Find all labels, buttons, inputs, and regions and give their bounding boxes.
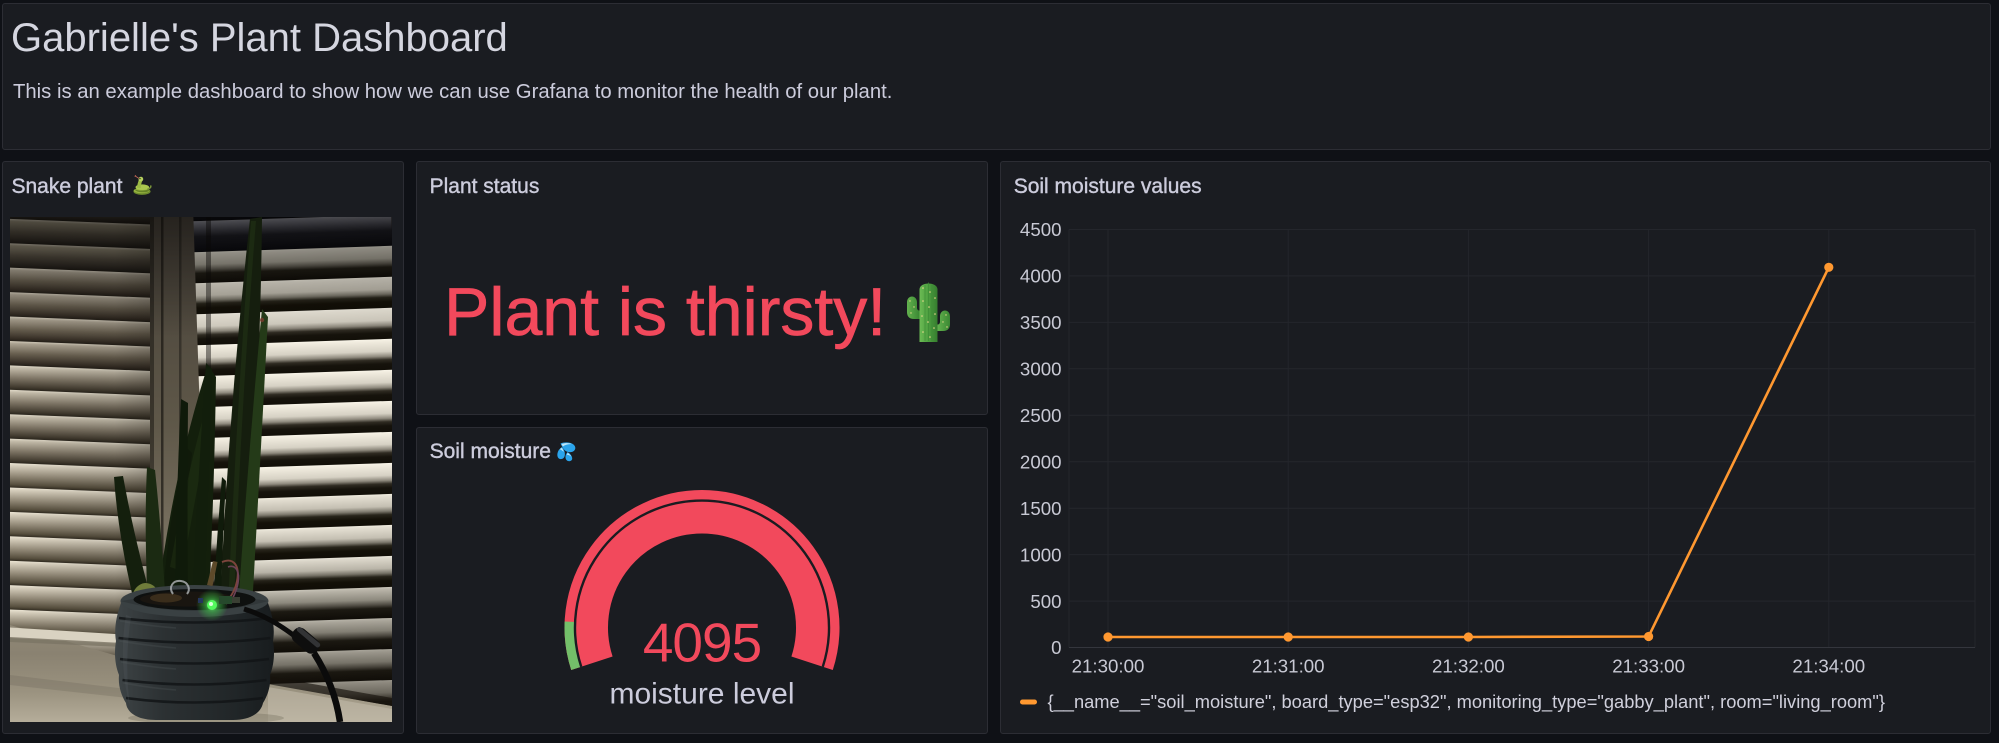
svg-text:500: 500: [1030, 591, 1061, 612]
svg-text:0: 0: [1051, 637, 1061, 658]
svg-text:21:31:00: 21:31:00: [1252, 656, 1325, 677]
svg-text:21:30:00: 21:30:00: [1072, 656, 1145, 677]
svg-text:1500: 1500: [1020, 498, 1062, 519]
svg-text:1000: 1000: [1020, 544, 1062, 565]
svg-text:{__name__="soil_moisture", boa: {__name__="soil_moisture", board_type="e…: [1048, 691, 1886, 713]
svg-text:21:33:00: 21:33:00: [1612, 656, 1685, 677]
svg-text:moisture level: moisture level: [609, 678, 794, 711]
svg-text:2500: 2500: [1020, 405, 1062, 426]
svg-text:3500: 3500: [1020, 312, 1062, 333]
svg-text:21:32:00: 21:32:00: [1432, 656, 1505, 677]
svg-text:4000: 4000: [1020, 266, 1062, 287]
svg-text:21:34:00: 21:34:00: [1792, 656, 1865, 677]
svg-text:3000: 3000: [1020, 359, 1062, 380]
svg-text:2000: 2000: [1020, 451, 1062, 472]
svg-text:4500: 4500: [1020, 219, 1062, 240]
svg-text:4095: 4095: [643, 612, 761, 674]
